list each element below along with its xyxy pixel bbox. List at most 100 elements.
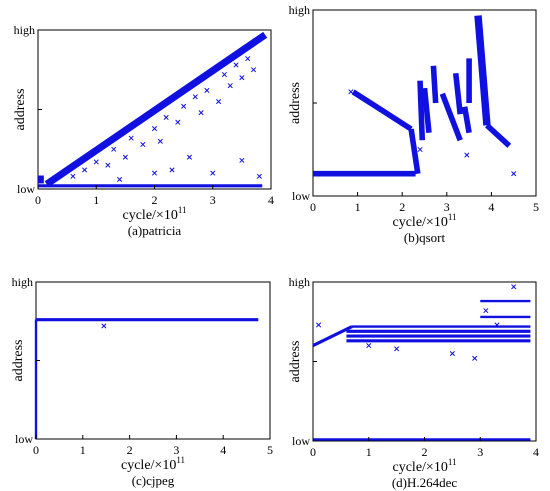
data-point-29 <box>116 176 123 183</box>
data-point-19 <box>210 170 216 176</box>
x-tick-label: 1 <box>93 193 99 207</box>
x-tick-label: 4 <box>220 443 226 457</box>
data-point-8 <box>449 350 455 357</box>
x-tick-label: 3 <box>444 200 450 214</box>
y-tick-label-low: low <box>292 434 310 448</box>
x-tick-label: 0 <box>35 193 41 207</box>
x-tick-label: 0 <box>33 443 39 457</box>
data-point-17 <box>198 110 204 116</box>
x-tick-label: 2 <box>422 445 428 459</box>
data-band-3 <box>408 128 421 175</box>
data-point-23 <box>233 62 239 68</box>
data-point-30 <box>256 173 262 179</box>
x-tick-label: 2 <box>152 193 158 207</box>
data-point-2 <box>82 167 88 173</box>
x-tick-label: 1 <box>366 445 372 459</box>
x-axis-label: cycle/×1011 <box>121 455 185 473</box>
data-band-11 <box>485 123 512 148</box>
data-point-4 <box>105 162 111 168</box>
data-point-12 <box>169 167 175 173</box>
data-point-1 <box>348 89 354 95</box>
panel-3: 0 1 2 3 4 5 low high address cycle/×1011(c)cjpeg <box>11 275 273 488</box>
x-axis-label: cycle/×1011 <box>123 205 187 223</box>
x-axis-label-exponent: 11 <box>176 455 185 465</box>
data-point-4 <box>511 284 517 290</box>
y-tick-label-low: low <box>292 189 310 203</box>
data-point-5 <box>472 355 478 361</box>
x-tick-label: 0 <box>310 445 316 459</box>
data-point-3 <box>494 322 500 328</box>
x-tick-label: 3 <box>477 445 483 459</box>
data-point-16 <box>192 94 198 100</box>
data-point-20 <box>216 98 222 105</box>
data-point-21 <box>221 71 227 78</box>
x-tick-label: 5 <box>533 200 539 214</box>
data-point-6 <box>366 343 372 349</box>
plot-frame <box>312 281 537 442</box>
panel-caption: (b)qsort <box>404 230 446 245</box>
x-tick-label: 5 <box>267 443 273 457</box>
panel-caption: (d)H.264dec <box>392 475 458 490</box>
data-point-5 <box>399 171 405 177</box>
x-tick-label: 3 <box>210 193 216 207</box>
y-tick-label-high: high <box>289 3 310 17</box>
x-tick-label: 2 <box>127 443 133 457</box>
x-axis-label-exponent: 11 <box>178 205 187 215</box>
data-point-28 <box>151 170 158 176</box>
data-point-3 <box>93 159 99 165</box>
x-axis-label-exponent: 11 <box>448 212 457 222</box>
panel-caption: (c)cjpeg <box>132 473 175 488</box>
y-tick-label-low: low <box>15 432 33 446</box>
y-axis-label: address <box>11 340 26 382</box>
data-point-5 <box>111 146 117 152</box>
plot-frame <box>35 281 271 440</box>
x-axis-label: cycle/×1011 <box>393 212 457 230</box>
data-band-2 <box>44 31 268 188</box>
data-point-2 <box>483 308 489 314</box>
y-axis-label: address <box>288 82 303 124</box>
data-band-8 <box>452 72 463 115</box>
panel-2: 0 1 2 3 4 5 low high address cycle/×1011(b)qsort <box>288 3 539 245</box>
data-point-15 <box>186 154 193 160</box>
data-point-24 <box>239 75 245 81</box>
y-axis-label: address <box>13 89 28 131</box>
data-point-1 <box>316 322 322 328</box>
data-point-6 <box>122 154 128 160</box>
y-tick-label-high: high <box>12 275 33 289</box>
data-point-7 <box>128 135 134 141</box>
panel-4: 0 1 2 3 4 low high address cycle/×1011(d)H.264de… <box>288 275 539 490</box>
x-tick-label: 3 <box>173 443 179 457</box>
y-tick-label-low: low <box>17 182 35 196</box>
x-tick-label: 0 <box>310 200 316 214</box>
data-band-6 <box>430 65 439 104</box>
y-axis-label: address <box>288 341 303 383</box>
data-point-3 <box>464 152 470 158</box>
data-point-7 <box>394 346 400 352</box>
x-tick-label: 1 <box>80 443 86 457</box>
y-tick-label-high: high <box>289 275 310 289</box>
x-tick-label: 2 <box>399 200 405 214</box>
x-tick-label: 1 <box>355 200 361 214</box>
data-band-2 <box>351 89 413 132</box>
data-band-4 <box>417 80 426 141</box>
data-point-18 <box>204 87 210 93</box>
y-tick-label-high: high <box>14 23 35 37</box>
data-point-26 <box>250 67 257 73</box>
data-point-14 <box>181 103 187 109</box>
data-point-8 <box>140 141 146 148</box>
x-tick-label: 4 <box>533 445 539 459</box>
x-axis-label: cycle/×1011 <box>393 457 457 475</box>
data-point-4 <box>511 171 517 177</box>
data-point-9 <box>151 126 158 132</box>
panel-1: 0 1 2 3 4 low high address cycle/×1011(a)patrici… <box>13 23 274 238</box>
data-band-7 <box>439 92 463 142</box>
data-point-1 <box>101 323 107 329</box>
data-point-22 <box>227 83 233 89</box>
data-band-12 <box>461 106 472 134</box>
data-point-27 <box>239 157 245 163</box>
data-point-2 <box>417 146 423 153</box>
data-band-5 <box>421 87 432 134</box>
data-point-25 <box>245 56 251 62</box>
x-tick-label: 4 <box>268 193 274 207</box>
